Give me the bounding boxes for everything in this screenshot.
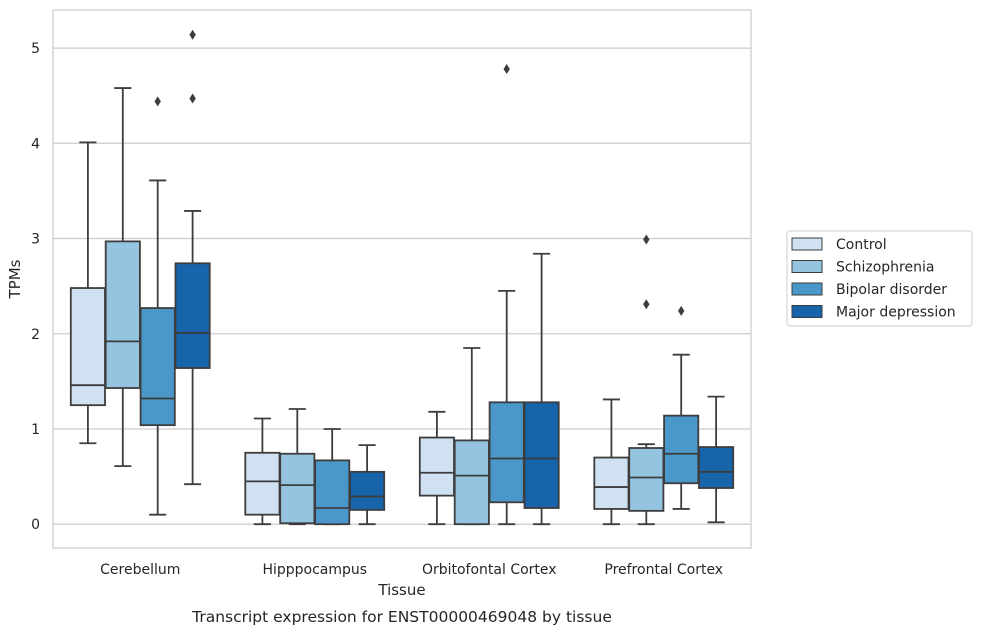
box-iqr: [139, 307, 176, 427]
box-iqr: [663, 414, 700, 485]
box-orbitofontal-cortex-major-depression: [523, 252, 560, 526]
box-orbitofontal-cortex-control: [418, 410, 455, 526]
x-tick-label: Prefrontal Cortex: [604, 562, 723, 578]
legend-swatch: [791, 282, 823, 296]
y-tick-label: 0: [31, 517, 40, 533]
box-prefrontal-cortex-major-depression: [698, 395, 735, 524]
x-tick-labels: Cerebellum Hipppocampus Orbitofontal Corte…: [100, 562, 723, 578]
box-groups: [69, 29, 735, 526]
legend-swatch: [791, 260, 823, 273]
box-cerebellum-major-depression: [174, 29, 211, 486]
legend: Control Schizophrenia Bipolar disorder Majo…: [786, 230, 973, 327]
x-tick-label: Hipppocampus: [262, 562, 367, 578]
y-tick-label: 5: [31, 41, 40, 57]
box-iqr: [523, 401, 560, 509]
box-iqr: [279, 452, 316, 525]
x-tick-label: Cerebellum: [100, 562, 180, 578]
box-hipppocampus-control: [244, 417, 281, 526]
box-orbitofontal-cortex-schizophrenia: [453, 347, 490, 526]
box-iqr: [418, 436, 455, 497]
box-cerebellum-bipolar-disorder: [139, 96, 176, 516]
outlier-point: [154, 96, 161, 107]
x-tick-label: Orbitofontal Cortex: [422, 562, 557, 578]
y-tick-label: 3: [31, 232, 40, 248]
box-iqr: [314, 459, 351, 526]
box-iqr: [69, 287, 106, 407]
y-tick-label: 1: [31, 422, 40, 438]
box-iqr: [698, 446, 735, 489]
outlier-point: [189, 93, 196, 104]
box-iqr: [453, 439, 490, 526]
chart-caption: Transcript expression for ENST0000046904…: [191, 608, 612, 626]
plot-frame: [52, 9, 752, 549]
box-hipppocampus-bipolar-disorder: [314, 428, 351, 526]
legend-frame: [786, 230, 973, 327]
y-tick-labels: 0 1 2 3 4 5: [31, 41, 40, 533]
box-iqr: [488, 401, 525, 504]
legend-label: Control: [836, 237, 887, 253]
box-iqr: [174, 262, 211, 369]
y-tick-label: 4: [31, 136, 40, 152]
box-cerebellum-schizophrenia: [104, 87, 141, 468]
box-prefrontal-cortex-bipolar-disorder: [663, 305, 700, 510]
box-iqr: [593, 456, 630, 510]
box-iqr: [349, 470, 386, 511]
y-axis-label: TPMs: [6, 259, 24, 299]
legend-swatch: [791, 237, 823, 251]
box-orbitofontal-cortex-bipolar-disorder: [488, 64, 525, 526]
outlier-point: [643, 234, 650, 245]
box-hipppocampus-major-depression: [349, 444, 386, 526]
legend-swatch: [791, 305, 823, 318]
box-iqr: [244, 451, 281, 516]
y-tick-label: 2: [31, 327, 40, 343]
box-prefrontal-cortex-schizophrenia: [628, 234, 665, 526]
outlier-point: [678, 305, 685, 316]
outlier-point: [189, 29, 196, 40]
legend-label: Bipolar disorder: [836, 282, 947, 298]
legend-label: Schizophrenia: [836, 260, 934, 276]
box-iqr: [628, 447, 665, 512]
box-prefrontal-cortex-control: [593, 398, 630, 526]
box-iqr: [104, 240, 141, 389]
outlier-point: [503, 64, 510, 75]
x-axis-label: Tissue: [377, 581, 425, 599]
legend-label: Major depression: [836, 305, 956, 321]
outlier-point: [643, 299, 650, 310]
